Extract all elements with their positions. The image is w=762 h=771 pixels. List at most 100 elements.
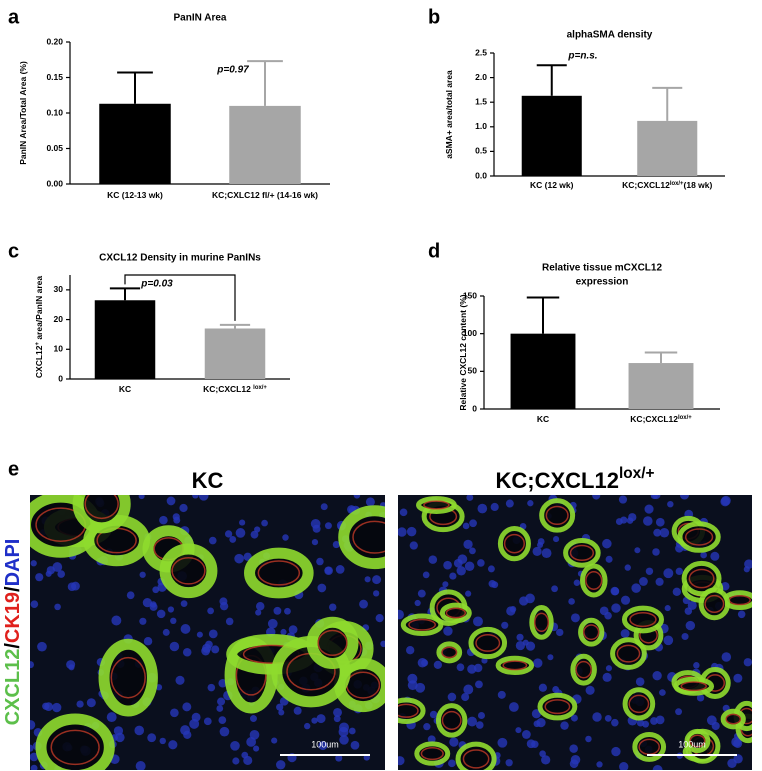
- x-tick-label-part: KC;CXCL12: [203, 384, 253, 394]
- nucleus: [526, 739, 536, 749]
- nucleus: [230, 740, 240, 751]
- nucleus: [659, 528, 670, 538]
- y-tick-label: 0.0: [475, 170, 487, 180]
- y-tick-label: 2.0: [475, 72, 487, 82]
- lumen-edge: [585, 571, 603, 590]
- nucleus: [42, 702, 50, 710]
- nucleus: [276, 760, 286, 770]
- nucleus: [375, 614, 384, 623]
- stain-label-part: /: [2, 643, 24, 649]
- nucleus: [733, 754, 743, 764]
- nucleus: [293, 706, 302, 715]
- nucleus: [398, 756, 405, 766]
- nucleus: [380, 640, 385, 648]
- nucleus: [592, 495, 601, 500]
- p-value: p=0.03: [140, 279, 173, 290]
- nucleus: [180, 600, 188, 608]
- bar: [229, 105, 301, 184]
- nucleus: [473, 663, 483, 673]
- error-bar: [247, 60, 283, 106]
- x-tick-label-part: KC: [537, 414, 549, 424]
- nucleus: [604, 714, 612, 722]
- lumen-edge: [84, 495, 119, 520]
- nucleus: [155, 684, 163, 691]
- gland: [698, 587, 731, 621]
- nucleus: [462, 522, 470, 530]
- gland: [570, 653, 597, 686]
- gland: [398, 697, 426, 724]
- y-axis-label-part: PanIN Area/Total Area (%): [18, 61, 28, 165]
- nucleus: [570, 613, 580, 623]
- nucleus: [521, 730, 531, 739]
- nucleus: [192, 495, 199, 499]
- panel-label: b: [428, 6, 440, 28]
- nucleus: [350, 740, 360, 750]
- nucleus: [318, 741, 328, 751]
- nucleus: [696, 694, 705, 702]
- nucleus: [618, 495, 628, 504]
- nucleus: [602, 672, 612, 682]
- nucleus: [442, 581, 449, 588]
- gland: [610, 637, 647, 670]
- nucleus: [217, 697, 226, 706]
- nucleus: [744, 559, 752, 569]
- nucleus: [675, 567, 684, 576]
- stain-label-part: DAPI: [2, 539, 24, 587]
- lumen-edge: [575, 660, 592, 679]
- nucleus: [605, 665, 613, 672]
- nucleus: [135, 761, 146, 770]
- nucleus: [624, 564, 631, 571]
- nucleus: [643, 516, 653, 526]
- nucleus: [653, 528, 662, 537]
- nucleus: [596, 761, 603, 768]
- nucleus: [515, 640, 526, 651]
- nucleus: [359, 599, 368, 609]
- nucleus: [150, 601, 157, 608]
- nucleus: [509, 702, 519, 712]
- nucleus: [497, 690, 506, 699]
- nucleus: [465, 590, 472, 597]
- nucleus: [466, 495, 474, 501]
- y-axis-label-part: Relative CXCL12 content (%): [458, 294, 468, 410]
- nucleus: [317, 583, 327, 593]
- error-bar: [526, 296, 560, 334]
- nucleus: [86, 698, 96, 708]
- nucleus: [585, 735, 592, 743]
- nucleus: [280, 628, 287, 636]
- nucleus: [207, 683, 216, 692]
- nucleus: [620, 629, 630, 638]
- nucleus: [505, 759, 513, 767]
- nucleus: [398, 609, 404, 620]
- nucleus: [536, 718, 546, 728]
- image-title: KC: [192, 468, 224, 493]
- nucleus: [115, 732, 125, 743]
- nucleus: [189, 718, 200, 729]
- lumen-edge: [352, 520, 385, 554]
- nucleus: [573, 579, 581, 586]
- stain-label-part: /: [2, 586, 24, 592]
- nucleus: [560, 721, 569, 730]
- nucleus: [687, 600, 697, 610]
- nucleus: [232, 757, 240, 765]
- nucleus: [711, 721, 720, 731]
- nucleus: [37, 641, 47, 652]
- nucleus: [30, 764, 38, 770]
- y-tick-label: 30: [54, 284, 64, 294]
- nucleus: [172, 513, 180, 521]
- nucleus: [324, 566, 333, 576]
- x-tick-label: KC (12 wk): [530, 180, 574, 190]
- nucleus: [642, 720, 650, 728]
- image-title-part: KC;CXCL12: [496, 468, 619, 493]
- nucleus: [180, 624, 191, 634]
- chart-title: Relative tissue mCXCL12: [542, 263, 662, 274]
- nucleus: [134, 725, 145, 736]
- nucleus: [152, 586, 160, 594]
- nucleus: [456, 566, 466, 576]
- x-tick-label: KC: [537, 414, 549, 424]
- nucleus: [472, 616, 483, 627]
- nucleus: [525, 641, 536, 651]
- lumen-edge: [420, 747, 444, 761]
- nucleus: [737, 610, 746, 619]
- nucleus: [464, 561, 475, 572]
- nucleus: [166, 496, 176, 506]
